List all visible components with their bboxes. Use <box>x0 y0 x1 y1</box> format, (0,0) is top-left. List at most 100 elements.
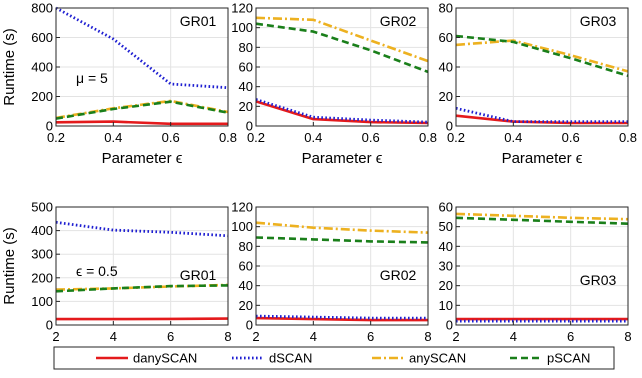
x-tick-label: 4 <box>110 329 117 344</box>
series-line-anySCAN <box>255 16 429 63</box>
x-tick-label: 0.4 <box>504 130 522 145</box>
panel-title: GR01 <box>180 13 217 29</box>
series-line-dSCAN <box>255 98 429 124</box>
panel-5: 0204060801001202468Parameter μGR02 <box>231 200 431 367</box>
y-tick-label: 40 <box>239 79 253 94</box>
series-line-pSCAN <box>455 216 629 225</box>
panel-title: GR03 <box>580 13 617 29</box>
x-tick-label: 0.6 <box>562 130 580 145</box>
legend: danySCAN dSCAN anySCAN pSCAN <box>53 346 615 370</box>
series-line-dSCAN <box>255 314 428 320</box>
y-tick-label: 30 <box>439 259 453 274</box>
panel-title: GR01 <box>180 267 217 283</box>
y-tick-label: 100 <box>231 20 253 35</box>
y-tick-label: 0 <box>446 119 453 134</box>
legend-label-anySCAN: anySCAN <box>409 351 466 366</box>
y-tick-label: 60 <box>439 200 453 215</box>
y-tick-label: 120 <box>231 1 253 16</box>
series-line-pSCAN <box>55 284 229 293</box>
series-line-pSCAN <box>255 236 429 244</box>
panel-6: 01020304050602468Parameter μGR03 <box>439 200 632 367</box>
parameter-annotation: ϵ = 0.5 <box>76 263 118 279</box>
y-tick-label: 80 <box>439 1 453 16</box>
y-tick-label: 20 <box>239 99 253 114</box>
x-tick-label: 0.8 <box>619 130 637 145</box>
x-tick-label: 6 <box>367 329 374 344</box>
panel-1: 0 200 400 600 800 0.2 0.4 0.6 0.8 Parameter ϵ Runt… <box>1 1 237 168</box>
x-tick-label: 6 <box>167 329 174 344</box>
y-axis-label: Runtime (s) <box>1 28 18 106</box>
y-tick-label: 60 <box>239 60 253 75</box>
x-tick-label: 0.6 <box>162 130 180 145</box>
x-axis-label: Parameter ϵ <box>302 150 383 167</box>
panel-title: GR02 <box>380 13 417 29</box>
x-tick-label: 2 <box>52 329 59 344</box>
y-tick-label: 600 <box>31 30 53 45</box>
y-tick-label: 500 <box>31 200 53 215</box>
panel-title: GR02 <box>380 267 417 283</box>
series-line-pSCAN <box>255 22 429 74</box>
y-tick-label: 20 <box>239 298 253 313</box>
series-line-anySCAN <box>255 221 429 234</box>
y-tick-label: 40 <box>239 278 253 293</box>
series-line-danySCAN <box>455 114 628 125</box>
series-line-anySCAN <box>455 212 629 221</box>
x-tick-label: 0.4 <box>304 130 322 145</box>
legend-label-dSCAN: dSCAN <box>269 351 312 366</box>
panel-title: GR03 <box>580 272 617 288</box>
series-line-danySCAN <box>255 100 429 125</box>
y-tick-label: 400 <box>31 60 53 75</box>
x-axis-label: Parameter ϵ <box>102 150 183 167</box>
x-tick-label: 0.8 <box>419 130 437 145</box>
y-axis-label: Runtime (s) <box>1 227 18 305</box>
y-tick-label: 100 <box>231 219 253 234</box>
y-tick-label: 0 <box>446 318 453 333</box>
y-tick-label: 60 <box>239 259 253 274</box>
y-tick-label: 60 <box>439 30 453 45</box>
x-tick-label: 8 <box>224 329 231 344</box>
x-tick-label: 8 <box>424 329 431 344</box>
x-tick-label: 0.2 <box>247 130 265 145</box>
x-tick-label: 0.4 <box>104 130 122 145</box>
y-tick-label: 0 <box>246 318 253 333</box>
series-line-anySCAN <box>455 39 629 73</box>
x-tick-label: 0.6 <box>362 130 380 145</box>
y-tick-label: 20 <box>439 89 453 104</box>
x-tick-label: 0.8 <box>219 130 237 145</box>
series-line-danySCAN <box>255 316 428 322</box>
y-tick-label: 20 <box>439 278 453 293</box>
series-line-pSCAN <box>55 100 229 120</box>
y-tick-label: 10 <box>439 298 453 313</box>
parameter-annotation: μ = 5 <box>76 70 108 86</box>
legend-box <box>53 346 615 370</box>
y-tick-label: 300 <box>31 247 53 262</box>
x-tick-label: 6 <box>567 329 574 344</box>
x-tick-label: 2 <box>452 329 459 344</box>
legend-label-pSCAN: pSCAN <box>547 351 590 366</box>
panel-2: 0 20 40 60 80 100 120 0.2 0.4 0.6 0.8 Parameter ϵ GR… <box>231 1 437 168</box>
panel-3: 0 20 40 60 80 0.2 0.4 0.6 0.8 Parameter ϵ GR03 <box>439 1 638 168</box>
y-tick-label: 400 <box>31 223 53 238</box>
legend-label-danySCAN: danySCAN <box>133 351 197 366</box>
x-tick-label: 0.2 <box>447 130 465 145</box>
y-tick-label: 800 <box>31 1 53 16</box>
x-tick-label: 8 <box>624 329 631 344</box>
series-line-dSCAN <box>55 220 229 238</box>
y-tick-label: 0 <box>46 318 53 333</box>
x-tick-label: 4 <box>310 329 317 344</box>
y-tick-label: 40 <box>439 239 453 254</box>
series-line-danySCAN <box>55 120 228 126</box>
x-axis-label: Parameter ϵ <box>502 150 583 167</box>
y-tick-label: 0 <box>246 119 253 134</box>
y-tick-label: 40 <box>439 60 453 75</box>
y-tick-label: 200 <box>31 270 53 285</box>
series-line-anySCAN <box>55 99 229 120</box>
y-tick-label: 120 <box>231 200 253 215</box>
x-tick-label: 0.2 <box>47 130 65 145</box>
y-tick-label: 50 <box>439 219 453 234</box>
y-tick-label: 0 <box>46 119 53 134</box>
panel-4: 01002003004005002468Parameter μRuntime (… <box>1 200 232 367</box>
y-tick-label: 100 <box>31 294 53 309</box>
